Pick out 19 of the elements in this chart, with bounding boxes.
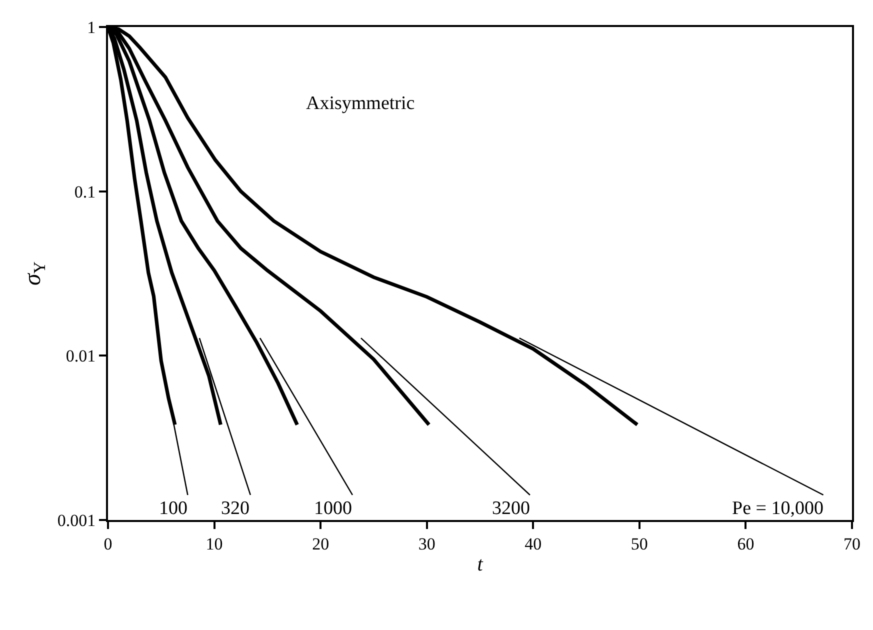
x-tick-label: 30 xyxy=(418,534,436,554)
x-tick-label: 40 xyxy=(524,534,542,554)
y-tick-label: 0.01 xyxy=(66,346,96,366)
annotation: 100 xyxy=(159,498,188,519)
annotation: 320 xyxy=(221,498,250,519)
annotation: Axisymmetric xyxy=(306,93,415,114)
y-tick-label: 0.001 xyxy=(57,510,96,530)
y-tick-label: 1 xyxy=(87,18,96,37)
x-tick-label: 10 xyxy=(206,534,223,554)
y-tick-label: 0.1 xyxy=(74,182,96,202)
annotation: 1000 xyxy=(314,498,352,519)
annotation: Pe = 10,000 xyxy=(732,498,824,519)
annotation: 3200 xyxy=(492,498,530,519)
x-tick-label: 50 xyxy=(630,534,648,554)
x-tick-label: 70 xyxy=(844,534,860,554)
x-tick-label: 0 xyxy=(104,534,112,554)
x-tick-label: 60 xyxy=(737,534,754,554)
x-tick-label: 20 xyxy=(312,534,330,554)
x-axis-title: t xyxy=(477,553,484,576)
